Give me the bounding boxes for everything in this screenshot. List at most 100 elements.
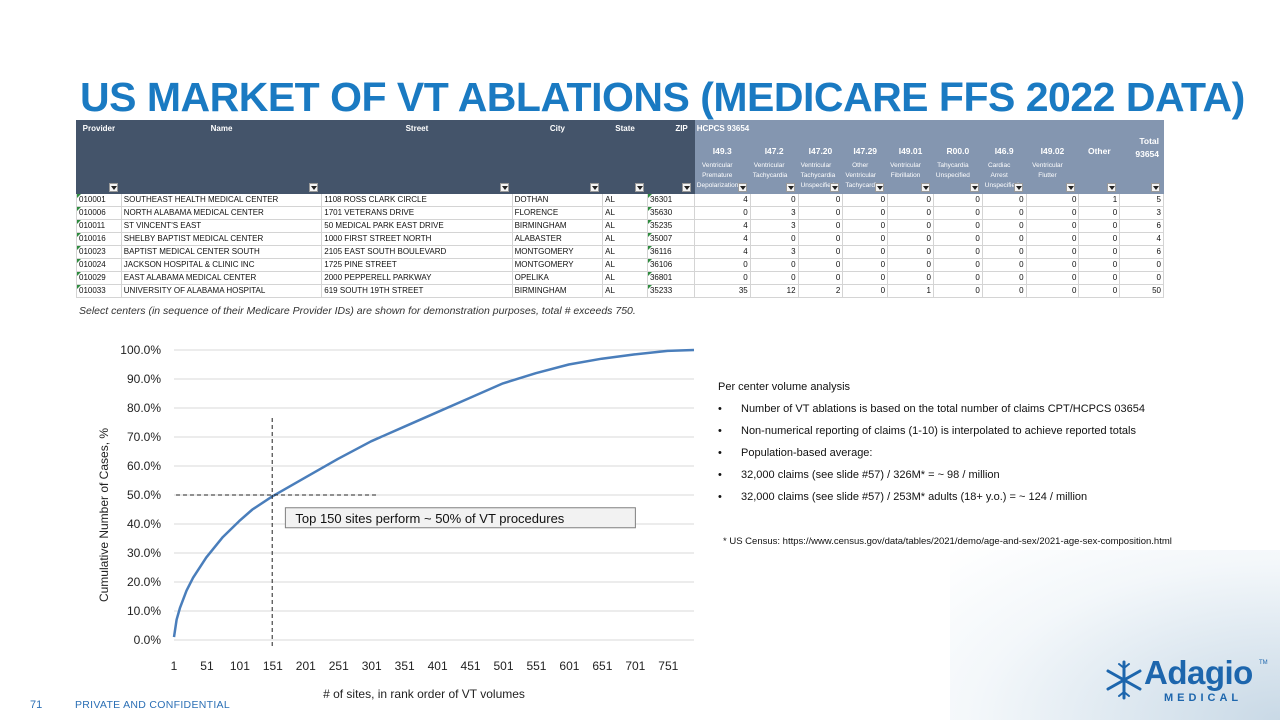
filter-dropdown-icon[interactable] bbox=[499, 183, 509, 192]
value-cell: 0 bbox=[1078, 271, 1121, 285]
value-cell: 0 bbox=[797, 206, 844, 220]
filter-dropdown-icon[interactable] bbox=[830, 183, 840, 192]
value-cell: 0 bbox=[1078, 219, 1121, 233]
col-code-4[interactable]: I49.01 Ventricular Fibrillation bbox=[887, 120, 934, 194]
value-cell: 3 bbox=[749, 206, 799, 220]
city-cell: MONTGOMERY bbox=[511, 245, 604, 259]
y-tick-label: 50.0% bbox=[127, 488, 161, 502]
name-cell: BAPTIST MEDICAL CENTER SOUTH bbox=[120, 245, 323, 259]
filter-dropdown-icon[interactable] bbox=[737, 183, 747, 192]
col-code-7[interactable]: I49.02 Ventricular Flutter bbox=[1025, 120, 1080, 194]
analysis-bullet: 32,000 claims (see slide #57) / 326M* = … bbox=[718, 469, 1218, 481]
state-cell: AL bbox=[602, 245, 648, 259]
col-code-8[interactable]: Other bbox=[1078, 120, 1121, 194]
col-street[interactable]: Street bbox=[321, 120, 513, 194]
table-row: 010016 SHELBY BAPTIST MEDICAL CENTER 1000 … bbox=[76, 232, 1164, 246]
col-name[interactable]: Name bbox=[120, 120, 323, 194]
provider-cell: 010001 bbox=[76, 193, 122, 207]
state-cell: AL bbox=[602, 284, 648, 298]
value-cell: 0 bbox=[981, 206, 1027, 220]
col-city[interactable]: City bbox=[511, 120, 604, 194]
table-row: 010006 NORTH ALABAMA MEDICAL CENTER 1701 V… bbox=[76, 206, 1164, 220]
filter-dropdown-icon[interactable] bbox=[969, 183, 979, 192]
filter-dropdown-icon[interactable] bbox=[590, 183, 600, 192]
zip-cell: 36801 bbox=[646, 271, 695, 285]
code-label: I47.29 bbox=[853, 146, 878, 156]
value-cell: 0 bbox=[981, 232, 1027, 246]
value-cell: 0 bbox=[981, 193, 1027, 207]
col-code-0[interactable]: HCPCS 93654 I49.3 Ventricular Premature De… bbox=[693, 120, 751, 194]
y-tick-label: 70.0% bbox=[127, 430, 161, 444]
value-cell: 5 bbox=[1119, 193, 1164, 207]
table-row: 010023 BAPTIST MEDICAL CENTER SOUTH 2105 E… bbox=[76, 245, 1164, 259]
snowflake-icon bbox=[1106, 660, 1142, 700]
x-tick-label: 1 bbox=[171, 659, 178, 673]
value-cell: 0 bbox=[932, 271, 983, 285]
col-state[interactable]: State bbox=[602, 120, 648, 194]
value-cell: 0 bbox=[842, 258, 889, 272]
value-cell: 0 bbox=[1025, 219, 1080, 233]
street-cell: 1000 FIRST STREET NORTH bbox=[321, 232, 513, 246]
street-cell: 619 SOUTH 19TH STREET bbox=[321, 284, 513, 298]
filter-dropdown-icon[interactable] bbox=[309, 183, 319, 192]
state-cell: AL bbox=[602, 271, 648, 285]
code-label: Other bbox=[1087, 146, 1111, 156]
x-tick-label: 151 bbox=[263, 659, 283, 673]
annotation-text: Top 150 sites perform ~ 50% of VT proced… bbox=[295, 511, 564, 526]
col-code-6[interactable]: I46.9 Cardiac Arrest Unspecified bbox=[981, 120, 1027, 194]
filter-dropdown-icon[interactable] bbox=[634, 183, 644, 192]
city-cell: OPELIKA bbox=[511, 271, 604, 285]
value-cell: 12 bbox=[749, 284, 799, 298]
value-cell: 4 bbox=[1119, 232, 1164, 246]
col-code-3[interactable]: I47.29 Other Ventricular Tachycardia bbox=[842, 120, 889, 194]
name-cell: EAST ALABAMA MEDICAL CENTER bbox=[120, 271, 323, 285]
col-code-9[interactable]: Total 93654 bbox=[1119, 120, 1164, 194]
value-cell: 0 bbox=[842, 232, 889, 246]
col-zip[interactable]: ZIP bbox=[646, 120, 695, 194]
logo-trademark: TM bbox=[1259, 660, 1268, 666]
table-note: Select centers (in sequence of their Med… bbox=[79, 305, 636, 317]
provider-cell: 010024 bbox=[76, 258, 122, 272]
filter-dropdown-icon[interactable] bbox=[1151, 183, 1160, 192]
value-cell: 0 bbox=[842, 219, 889, 233]
code-label: I49.01 bbox=[898, 146, 923, 156]
table-row: 010029 EAST ALABAMA MEDICAL CENTER 2000 PE… bbox=[76, 271, 1164, 285]
value-cell: 4 bbox=[693, 219, 751, 233]
code-desc: Tahycardia Unspecified bbox=[935, 162, 970, 179]
value-cell: 0 bbox=[797, 219, 844, 233]
code-label: Total 93654 bbox=[1135, 136, 1159, 159]
value-cell: 0 bbox=[842, 271, 889, 285]
value-cell: 0 bbox=[749, 271, 799, 285]
code-label: R00.0 bbox=[946, 146, 970, 156]
street-cell: 2105 EAST SOUTH BOULEVARD bbox=[321, 245, 513, 259]
cumulative-chart: 0.0% 10.0% 20.0% 30.0% 40.0% 50.0% 60.0% 70.0% 8… bbox=[97, 343, 695, 701]
x-tick-label: 601 bbox=[559, 659, 579, 673]
filter-dropdown-icon[interactable] bbox=[1013, 183, 1023, 192]
filter-dropdown-icon[interactable] bbox=[1066, 183, 1076, 192]
name-cell: ST VINCENT'S EAST bbox=[120, 219, 323, 233]
col-code-5[interactable]: R00.0 Tahycardia Unspecified bbox=[932, 120, 983, 194]
analysis-bullet: Population-based average: bbox=[718, 447, 1218, 459]
col-provider-label: Provider bbox=[82, 124, 116, 133]
x-tick-label: 751 bbox=[658, 659, 678, 673]
filter-dropdown-icon[interactable] bbox=[108, 183, 118, 192]
value-cell: 2 bbox=[797, 284, 844, 298]
filter-dropdown-icon[interactable] bbox=[681, 183, 691, 192]
col-code-1[interactable]: I47.2 Ventricular Tachycardia bbox=[749, 120, 799, 194]
value-cell: 0 bbox=[981, 219, 1027, 233]
filter-dropdown-icon[interactable] bbox=[920, 183, 930, 192]
col-code-2[interactable]: I47.20 Ventricular Tachycardia Unspecifie… bbox=[797, 120, 844, 194]
value-cell: 50 bbox=[1119, 284, 1164, 298]
code-label: I47.20 bbox=[808, 146, 833, 156]
y-tick-label: 40.0% bbox=[127, 517, 161, 531]
filter-dropdown-icon[interactable] bbox=[875, 183, 885, 192]
zip-cell: 35235 bbox=[646, 219, 695, 233]
value-cell: 35 bbox=[693, 284, 751, 298]
state-cell: AL bbox=[602, 219, 648, 233]
value-cell: 0 bbox=[842, 245, 889, 259]
col-provider[interactable]: Provider bbox=[76, 120, 122, 194]
filter-dropdown-icon[interactable] bbox=[1107, 183, 1117, 192]
filter-dropdown-icon[interactable] bbox=[785, 183, 795, 192]
value-cell: 0 bbox=[887, 245, 934, 259]
value-cell: 0 bbox=[1025, 271, 1080, 285]
